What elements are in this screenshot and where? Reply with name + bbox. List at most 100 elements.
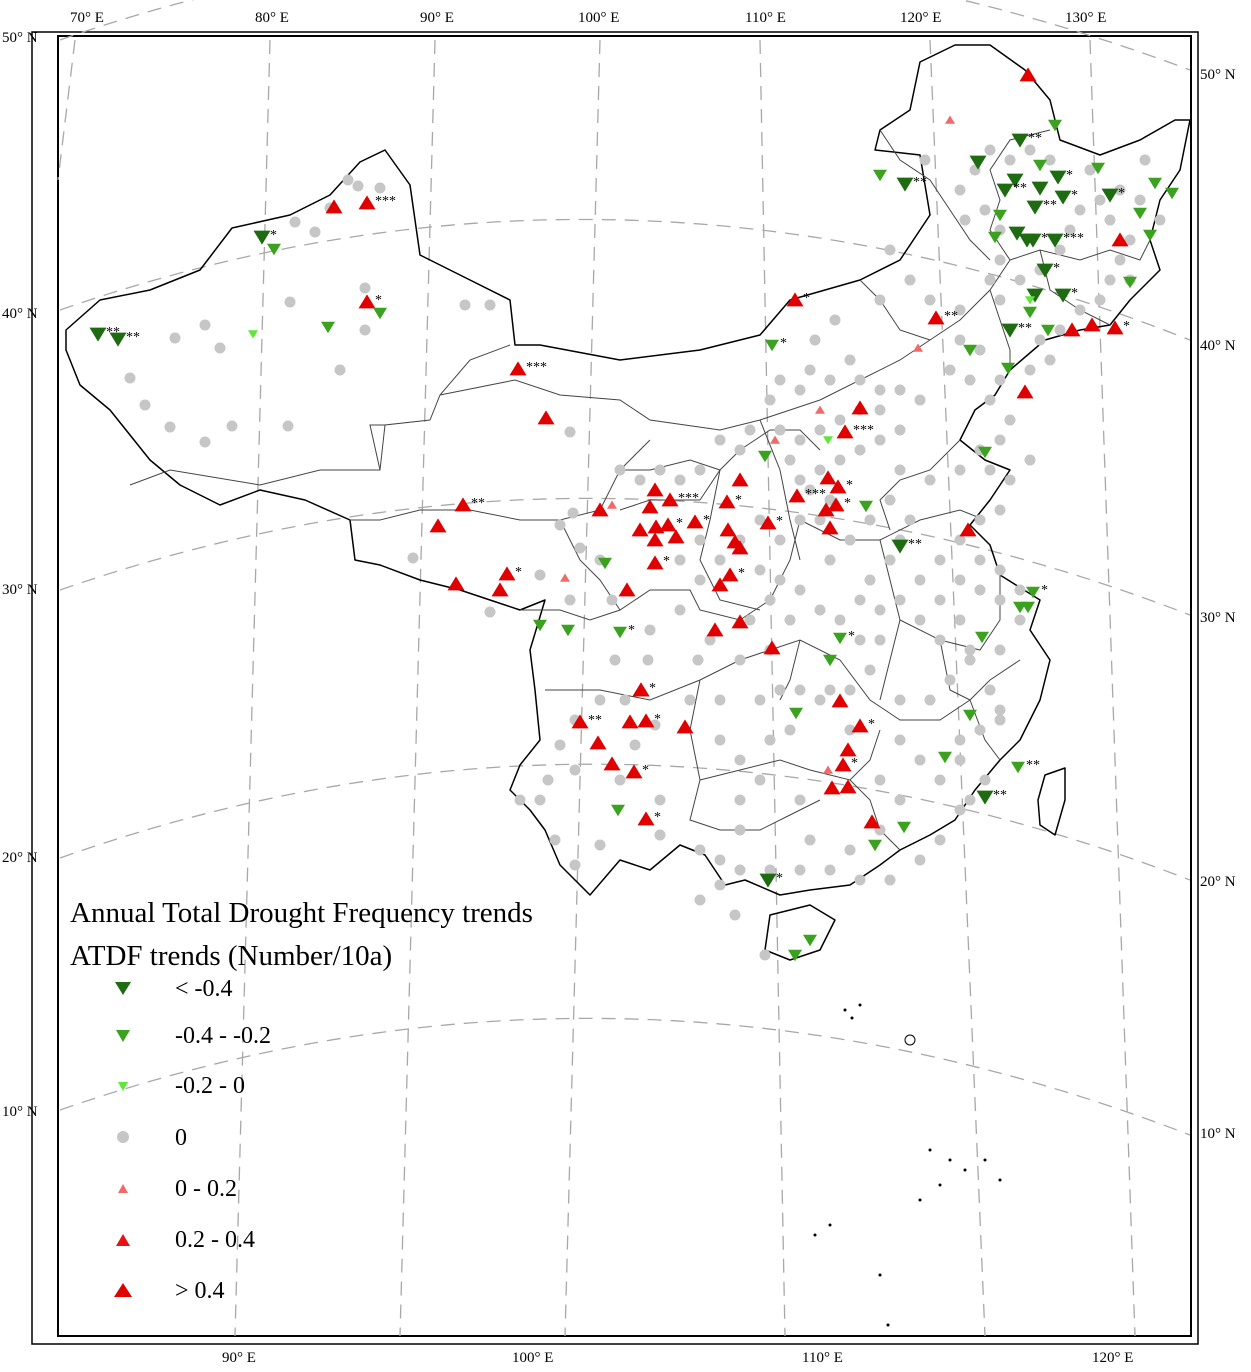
station-increasing-trend xyxy=(829,479,847,494)
station-increasing-trend xyxy=(1083,317,1101,332)
station-no-trend xyxy=(974,584,986,596)
station-increasing-trend xyxy=(731,472,749,487)
station-no-trend xyxy=(734,654,746,666)
graticule xyxy=(57,0,1191,1337)
station-increasing-trend xyxy=(788,488,806,503)
station-increasing-trend xyxy=(851,718,869,733)
legend-subtitle: ATDF trends (Number/10a) xyxy=(70,940,392,972)
station-no-trend xyxy=(874,434,886,446)
station-no-trend xyxy=(994,294,1006,306)
station-no-trend xyxy=(359,282,371,294)
station-no-trend xyxy=(774,424,786,436)
station-increasing-trend xyxy=(589,735,607,750)
station-no-trend xyxy=(874,774,886,786)
station-no-trend xyxy=(674,474,686,486)
station-no-trend xyxy=(1044,354,1056,366)
station-no-trend xyxy=(884,244,896,256)
station-increasing-trend xyxy=(823,765,833,774)
station-no-trend xyxy=(994,434,1006,446)
significance-mark: * xyxy=(703,513,710,528)
significance-mark: * xyxy=(654,810,661,825)
station-decreasing-trend xyxy=(1091,162,1105,175)
left-lat-label: 30° N xyxy=(2,582,38,598)
station-no-trend xyxy=(614,774,626,786)
significance-mark: * xyxy=(780,336,787,351)
significance-mark: *** xyxy=(853,423,874,438)
station-no-trend xyxy=(644,624,656,636)
top-lon-label: 70° E xyxy=(70,10,104,26)
station-no-trend xyxy=(764,864,776,876)
station-no-trend xyxy=(759,949,771,961)
station-no-trend xyxy=(794,384,806,396)
station-no-trend xyxy=(954,184,966,196)
station-no-trend xyxy=(619,694,631,706)
station-no-trend xyxy=(809,334,821,346)
station-no-trend xyxy=(919,154,931,166)
station-no-trend xyxy=(289,216,301,228)
station-no-trend xyxy=(984,394,996,406)
station-no-trend xyxy=(1004,414,1016,426)
station-no-trend xyxy=(944,364,956,376)
station-no-trend xyxy=(309,226,321,238)
station-no-trend xyxy=(774,574,786,586)
station-increasing-trend xyxy=(786,292,804,307)
station-increasing-trend xyxy=(618,582,636,597)
station-no-trend xyxy=(642,654,654,666)
station-decreasing-trend xyxy=(765,339,779,352)
station-no-trend xyxy=(1094,194,1106,206)
right-lat-label: 50° N xyxy=(1200,67,1236,83)
legend-title: Annual Total Drought Frequency trends xyxy=(70,897,533,929)
station-increasing-trend xyxy=(571,714,589,729)
station-no-trend xyxy=(714,879,726,891)
significance-mark: ** xyxy=(106,325,120,340)
station-increasing-trend xyxy=(719,522,737,537)
station-no-trend xyxy=(459,299,471,311)
station-decreasing-trend xyxy=(1026,586,1040,599)
station-no-trend xyxy=(734,794,746,806)
station-no-trend xyxy=(959,214,971,226)
station-no-trend xyxy=(874,294,886,306)
station-no-trend xyxy=(824,374,836,386)
station-no-trend xyxy=(334,364,346,376)
station-increasing-trend xyxy=(706,622,724,637)
station-increasing-trend xyxy=(770,435,780,444)
station-increasing-trend xyxy=(834,757,852,772)
station-no-trend xyxy=(694,464,706,476)
station-no-trend xyxy=(754,694,766,706)
station-no-trend xyxy=(794,584,806,596)
station-increasing-trend xyxy=(631,522,649,537)
station-no-trend xyxy=(1094,294,1106,306)
legend-symbol-gt-04 xyxy=(114,1283,132,1297)
station-no-trend xyxy=(794,434,806,446)
station-no-trend xyxy=(534,794,546,806)
station-no-trend xyxy=(1134,194,1146,206)
station-no-trend xyxy=(944,674,956,686)
station-no-trend xyxy=(994,564,1006,576)
station-increasing-trend xyxy=(1063,322,1081,337)
station-decreasing-trend xyxy=(1011,133,1029,148)
station-no-trend xyxy=(854,874,866,886)
station-increasing-trend xyxy=(537,410,555,425)
station-decreasing-trend xyxy=(611,804,625,817)
station-increasing-trend xyxy=(839,742,857,757)
significance-mark: * xyxy=(738,566,745,581)
station-decreasing-trend xyxy=(89,327,107,342)
station-increasing-trend xyxy=(819,470,837,485)
station-no-trend xyxy=(924,694,936,706)
station-increasing-trend xyxy=(454,497,472,512)
significance-mark: * xyxy=(1041,583,1048,598)
station-no-trend xyxy=(764,734,776,746)
station-increasing-trend xyxy=(646,482,664,497)
station-no-trend xyxy=(894,794,906,806)
station-no-trend xyxy=(606,594,618,606)
station-decreasing-trend xyxy=(1011,761,1025,774)
station-no-trend xyxy=(994,504,1006,516)
station-no-trend xyxy=(984,144,996,156)
station-no-trend xyxy=(984,464,996,476)
station-no-trend xyxy=(964,374,976,386)
station-decreasing-trend xyxy=(533,619,547,632)
station-no-trend xyxy=(854,634,866,646)
station-decreasing-trend xyxy=(823,654,837,667)
station-decreasing-trend xyxy=(1049,170,1067,185)
